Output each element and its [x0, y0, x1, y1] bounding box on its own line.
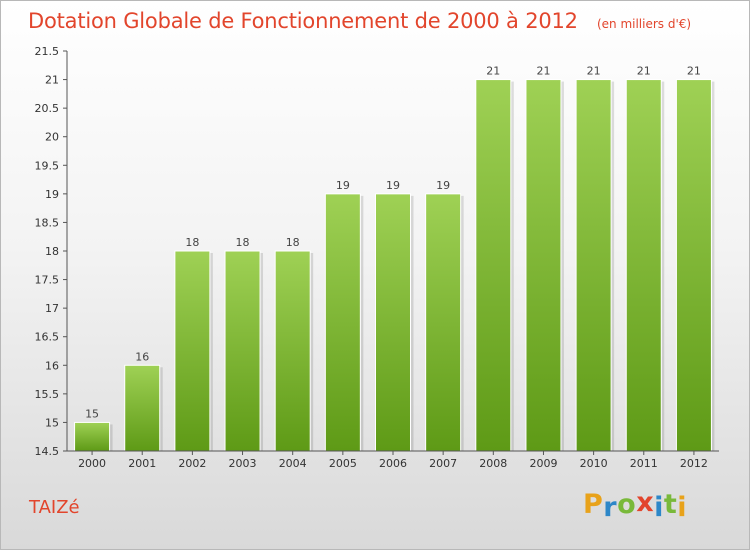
y-tick-label: 15.5	[35, 388, 60, 401]
y-tick-label: 21	[45, 74, 59, 87]
y-tick-label: 20.5	[35, 102, 60, 115]
x-tick-label: 2001	[128, 457, 156, 470]
data-label: 19	[436, 179, 450, 192]
logo-letter: P	[583, 489, 604, 520]
data-label: 21	[587, 65, 601, 78]
bar-2008	[475, 79, 512, 452]
data-label: 21	[687, 65, 701, 78]
proxiti-logo: Proxiti	[583, 487, 688, 523]
logo-letter: t	[663, 489, 678, 520]
y-tick-label: 16.5	[35, 331, 60, 344]
data-label: 18	[185, 236, 199, 249]
logo-letter: i	[677, 492, 688, 523]
y-tick-label: 18	[45, 245, 59, 258]
y-tick-label: 21.5	[35, 45, 60, 58]
x-tick-label: 2006	[379, 457, 407, 470]
bar-2009	[525, 79, 562, 452]
y-tick-label: 20	[45, 131, 59, 144]
y-tick-label: 19.5	[35, 159, 60, 172]
y-tick-label: 15	[45, 416, 59, 429]
bar-2001	[124, 364, 161, 452]
y-tick-label: 19	[45, 188, 59, 201]
x-tick-label: 2004	[279, 457, 307, 470]
data-label: 21	[486, 65, 500, 78]
bar-2007	[425, 193, 462, 452]
x-tick-label: 2003	[229, 457, 257, 470]
bar-2010	[575, 79, 612, 452]
data-label: 18	[236, 236, 250, 249]
logo-letter: x	[636, 487, 655, 518]
logo-letter: i	[654, 492, 664, 523]
bar-2005	[324, 193, 361, 452]
bar-2012	[675, 79, 712, 452]
chart-title: Dotation Globale de Fonctionnement de 20…	[28, 9, 578, 33]
data-label: 19	[386, 179, 400, 192]
data-label: 16	[135, 350, 149, 363]
x-tick-label: 2002	[178, 457, 206, 470]
x-tick-label: 2008	[479, 457, 507, 470]
data-label: 15	[85, 407, 99, 420]
x-tick-label: 2009	[529, 457, 557, 470]
x-tick-label: 2007	[429, 457, 457, 470]
data-label: 18	[286, 236, 300, 249]
data-label: 21	[637, 65, 651, 78]
bar-2003	[224, 250, 261, 452]
data-label: 21	[536, 65, 550, 78]
x-tick-label: 2011	[630, 457, 658, 470]
y-tick-label: 17	[45, 302, 59, 315]
logo-letter: r	[603, 492, 618, 523]
data-label: 19	[336, 179, 350, 192]
bar-2011	[625, 79, 662, 452]
x-tick-label: 2005	[329, 457, 357, 470]
chart-subtitle: (en milliers d'€)	[596, 17, 692, 31]
y-tick-label: 16	[45, 359, 59, 372]
x-tick-label: 2012	[680, 457, 708, 470]
title-row: Dotation Globale de Fonctionnement de 20…	[28, 9, 691, 33]
x-tick-label: 2010	[580, 457, 608, 470]
bar-2004	[274, 250, 311, 452]
logo-letter: o	[617, 489, 637, 520]
bar-2002	[174, 250, 211, 452]
y-tick-label: 18.5	[35, 216, 60, 229]
bar-2006	[375, 193, 411, 452]
x-tick-label: 2000	[78, 457, 106, 470]
commune-name: TAIZé	[29, 497, 80, 518]
y-tick-label: 14.5	[35, 445, 60, 458]
y-tick-label: 17.5	[35, 274, 60, 287]
bar-2000	[74, 421, 111, 452]
